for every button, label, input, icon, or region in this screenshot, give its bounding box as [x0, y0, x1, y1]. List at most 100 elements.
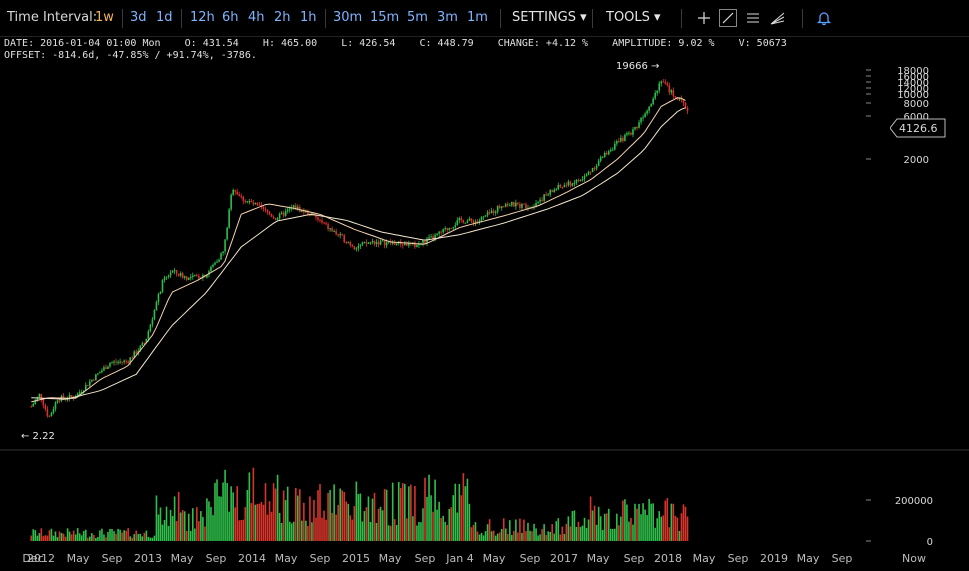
- volume-bar-36: [103, 534, 105, 541]
- tools-menu[interactable]: TOOLS ▾: [606, 10, 661, 25]
- interval-5m[interactable]: 5m: [407, 10, 428, 25]
- candle-303: [642, 114, 644, 122]
- candle-279: [593, 166, 596, 172]
- candle-323: [682, 99, 685, 106]
- interval-2h[interactable]: 2h: [274, 10, 291, 25]
- volume-bar-105: [242, 519, 245, 541]
- candle-153: [339, 231, 341, 239]
- settings-label: SETTINGS: [512, 10, 577, 25]
- candle-123: [278, 212, 281, 221]
- horizontal-lines-icon[interactable]: [744, 9, 762, 27]
- candle-191: [416, 243, 418, 248]
- candle-261: [557, 182, 560, 191]
- candle-316: [668, 82, 671, 96]
- volume-bar-142: [317, 490, 319, 541]
- candle-284: [603, 151, 606, 158]
- info-amplitude: AMPLITUDE: 9.02 %: [612, 38, 715, 49]
- interval-1d[interactable]: 1d: [156, 10, 173, 25]
- interval-4h[interactable]: 4h: [248, 10, 265, 25]
- volume-bar-54: [139, 533, 142, 541]
- interval-30m[interactable]: 30m: [333, 10, 363, 25]
- candle-95: [222, 251, 224, 256]
- crosshair-icon[interactable]: [695, 9, 713, 27]
- candle-256: [547, 192, 549, 197]
- candle-62: [155, 300, 158, 311]
- volume-bar-52: [135, 530, 138, 541]
- time-tick-label-14: May: [483, 552, 506, 565]
- volume-bar-173: [379, 506, 382, 541]
- volume-bar-278: [591, 510, 594, 541]
- volume-bar-68: [167, 526, 170, 541]
- candle-203: [440, 230, 442, 236]
- candle-119: [270, 213, 273, 218]
- volume-bar-132: [296, 495, 299, 541]
- volume-bar-14: [58, 531, 61, 541]
- volume-bar-94: [220, 496, 222, 541]
- interval-6h[interactable]: 6h: [222, 10, 239, 25]
- fib-fan-icon[interactable]: [769, 9, 787, 27]
- candle-28: [86, 384, 89, 386]
- volume-bar-159: [351, 519, 354, 541]
- candle-81: [194, 274, 196, 277]
- volume-bar-109: [250, 503, 253, 541]
- candle-216: [466, 219, 469, 224]
- volume-bar-69: [169, 509, 172, 541]
- price-tick-label-1: 16000: [897, 72, 929, 83]
- interval-1w[interactable]: 1w: [95, 10, 114, 25]
- line-tool-icon[interactable]: [719, 9, 737, 27]
- interval-3m[interactable]: 3m: [437, 10, 458, 25]
- candle-219: [472, 219, 475, 227]
- volume-bar-261: [557, 518, 560, 541]
- candle-108: [248, 198, 251, 205]
- candle-228: [490, 207, 493, 214]
- candle-222: [478, 218, 481, 225]
- interval-1h[interactable]: 1h: [300, 10, 317, 25]
- volume-bar-45: [121, 532, 123, 541]
- volume-bar-200: [434, 479, 436, 541]
- candle-41: [113, 359, 115, 366]
- candle-0: [30, 404, 33, 408]
- settings-menu[interactable]: SETTINGS ▾: [512, 10, 587, 25]
- interval-1m[interactable]: 1m: [467, 10, 488, 25]
- candle-309: [654, 90, 656, 101]
- volume-bar-40: [111, 529, 113, 541]
- candle-94: [220, 252, 222, 260]
- candle-240: [515, 199, 517, 210]
- volume-bar-313: [662, 515, 665, 541]
- volume-bar-162: [357, 494, 360, 541]
- toolbar-separator: [325, 9, 326, 28]
- toolbar-separator: [592, 9, 593, 28]
- interval-12h[interactable]: 12h: [190, 10, 215, 25]
- candle-287: [609, 147, 612, 153]
- volume-bar-118: [268, 501, 271, 541]
- volume-bar-188: [410, 484, 412, 541]
- volume-bar-301: [638, 503, 640, 541]
- volume-bar-86: [204, 526, 206, 541]
- volume-bar-239: [513, 530, 515, 541]
- volume-bar-247: [529, 530, 531, 541]
- volume-bar-77: [185, 530, 188, 541]
- candle-169: [371, 238, 374, 245]
- candle-162: [357, 243, 360, 252]
- interval-3d[interactable]: 3d: [130, 10, 147, 25]
- time-tick-label-20: May: [693, 552, 716, 565]
- volume-bar-130: [292, 521, 295, 541]
- candle-251: [537, 201, 539, 205]
- volume-bar-11: [52, 535, 55, 541]
- candle-9: [48, 415, 51, 418]
- volume-bar-124: [280, 523, 283, 541]
- volume-bar-321: [678, 530, 681, 541]
- volume-bar-166: [365, 507, 368, 541]
- interval-15m[interactable]: 15m: [370, 10, 400, 25]
- time-tick-label-17: May: [587, 552, 610, 565]
- volume-bar-250: [535, 528, 537, 541]
- volume-bar-63: [157, 514, 160, 541]
- bell-icon[interactable]: [815, 9, 833, 27]
- volume-bar-246: [527, 522, 529, 541]
- volume-bar-1: [32, 529, 35, 541]
- candle-65: [161, 279, 164, 293]
- candle-201: [436, 233, 438, 237]
- candle-325: [686, 106, 689, 115]
- candle-179: [391, 240, 394, 246]
